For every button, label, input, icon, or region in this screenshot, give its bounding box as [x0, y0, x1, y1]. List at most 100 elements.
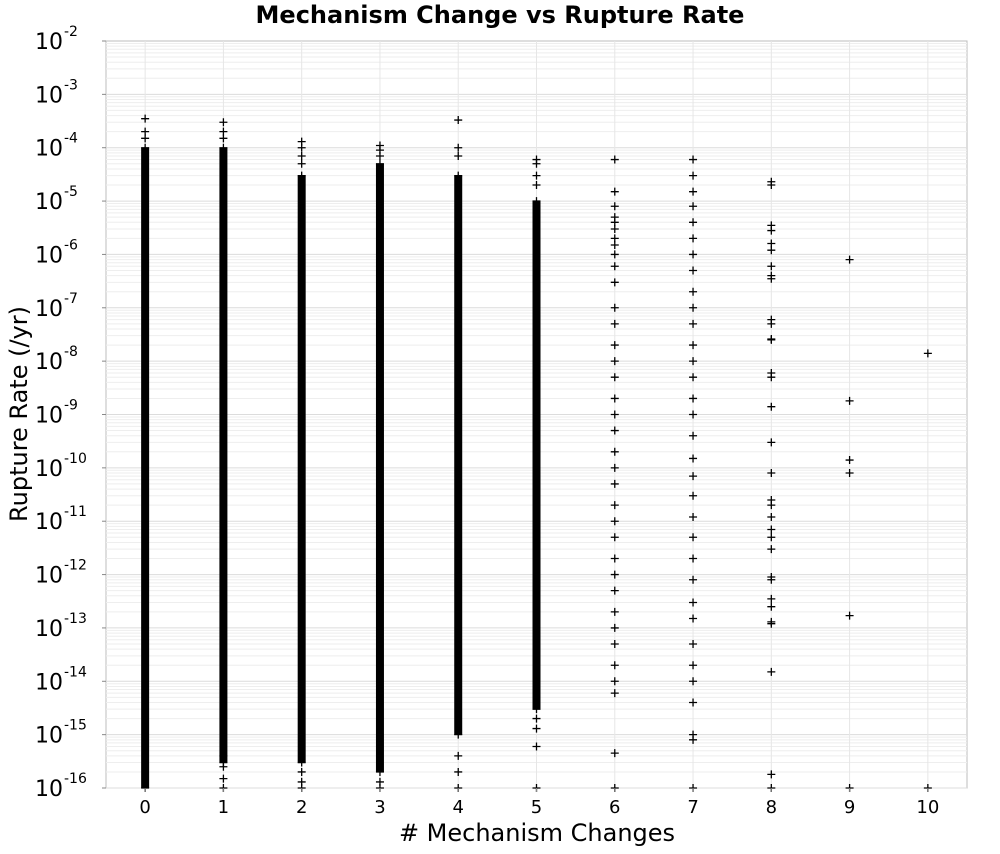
- data-point: [610, 218, 619, 227]
- data-point: [375, 767, 384, 776]
- x-axis-ticks: 0 1 2 3 4 5 6 7 8 9 10: [139, 788, 939, 818]
- data-point: [767, 274, 776, 283]
- data-point: [689, 373, 698, 382]
- x-tick-label: 0: [139, 797, 150, 818]
- y-tick-label: 10 -13: [35, 611, 87, 642]
- y-tick-exponent: -10: [64, 451, 87, 467]
- data-point: [689, 512, 698, 521]
- y-tick-base: 10: [35, 617, 63, 642]
- data-point: [610, 373, 619, 382]
- data-point: [454, 116, 463, 125]
- x-tick-label: 1: [218, 797, 229, 818]
- data-point: [767, 402, 776, 411]
- y-tick-label: 10 -7: [35, 291, 78, 322]
- y-tick-label: 10 -2: [35, 24, 78, 55]
- y-tick-exponent: -11: [64, 504, 87, 520]
- y-axis-title: Rupture Rate (/yr): [5, 306, 33, 522]
- data-point: [610, 319, 619, 328]
- y-tick-label: 10 -6: [35, 237, 78, 268]
- data-point: [767, 545, 776, 554]
- data-point: [454, 151, 463, 160]
- data-point: [297, 767, 306, 776]
- data-point: [610, 234, 619, 243]
- y-tick-base: 10: [35, 670, 63, 695]
- data-point: [219, 143, 228, 152]
- data-point: [610, 250, 619, 259]
- data-point: [689, 661, 698, 670]
- x-tick-label: 4: [453, 797, 464, 818]
- data-point: [610, 224, 619, 233]
- data-point: [689, 303, 698, 312]
- data-point: [689, 187, 698, 196]
- data-point: [141, 143, 150, 152]
- data-point: [767, 619, 776, 628]
- x-tick-label: 3: [374, 797, 385, 818]
- y-tick-label: 10 -16: [35, 771, 87, 802]
- data-point: [610, 677, 619, 686]
- data-point: [689, 357, 698, 366]
- y-tick-base: 10: [35, 404, 63, 429]
- data-point: [767, 501, 776, 510]
- data-point: [219, 134, 228, 143]
- data-point: [297, 758, 306, 767]
- y-tick-base: 10: [35, 297, 63, 322]
- data-point: [375, 159, 384, 168]
- data-point: [610, 303, 619, 312]
- data-point: [610, 661, 619, 670]
- data-point: [454, 730, 463, 739]
- data-point: [689, 533, 698, 542]
- y-tick-base: 10: [35, 243, 63, 268]
- data-point: [767, 667, 776, 676]
- data-point: [532, 181, 541, 190]
- data-point: [767, 512, 776, 521]
- data-point: [767, 319, 776, 328]
- x-tick-label: 5: [531, 797, 542, 818]
- data-point: [297, 171, 306, 180]
- data-point: [610, 262, 619, 271]
- data-point: [767, 469, 776, 478]
- data-point: [141, 134, 150, 143]
- data-point: [689, 171, 698, 180]
- data-point-cluster: [375, 163, 384, 772]
- y-tick-base: 10: [35, 510, 63, 535]
- y-tick-exponent: -7: [64, 291, 78, 307]
- x-tick-label: 2: [296, 797, 307, 818]
- data-point: [689, 155, 698, 164]
- data-point: [767, 181, 776, 190]
- data-point: [532, 714, 541, 723]
- data-point: [610, 623, 619, 632]
- data-point: [610, 187, 619, 196]
- data-point: [689, 341, 698, 350]
- data-point: [219, 774, 228, 783]
- y-tick-base: 10: [35, 777, 63, 802]
- data-point: [845, 469, 854, 478]
- data-point: [610, 639, 619, 648]
- x-axis-title: # Mechanism Changes: [399, 819, 675, 847]
- data-point: [689, 218, 698, 227]
- data-point: [610, 241, 619, 250]
- data-point: [610, 357, 619, 366]
- x-tick-label: 7: [687, 797, 698, 818]
- data-point: [610, 426, 619, 435]
- y-tick-exponent: -9: [64, 398, 78, 414]
- data-point: [454, 143, 463, 152]
- data-point: [297, 159, 306, 168]
- data-point: [532, 724, 541, 733]
- y-tick-exponent: -5: [64, 184, 78, 200]
- data-point: [297, 151, 306, 160]
- data-point: [689, 735, 698, 744]
- y-tick-exponent: -12: [64, 558, 87, 574]
- data-point: [610, 570, 619, 579]
- y-tick-exponent: -14: [64, 664, 87, 680]
- chart-title: Mechanism Change vs Rupture Rate: [256, 1, 745, 29]
- data-point: [689, 410, 698, 419]
- data-point: [767, 438, 776, 447]
- y-tick-base: 10: [35, 350, 63, 375]
- data-point: [219, 118, 228, 127]
- data-point: [141, 114, 150, 123]
- y-tick-base: 10: [35, 564, 63, 589]
- y-tick-label: 10 -8: [35, 344, 78, 375]
- data-point: [610, 607, 619, 616]
- data-point: [454, 751, 463, 760]
